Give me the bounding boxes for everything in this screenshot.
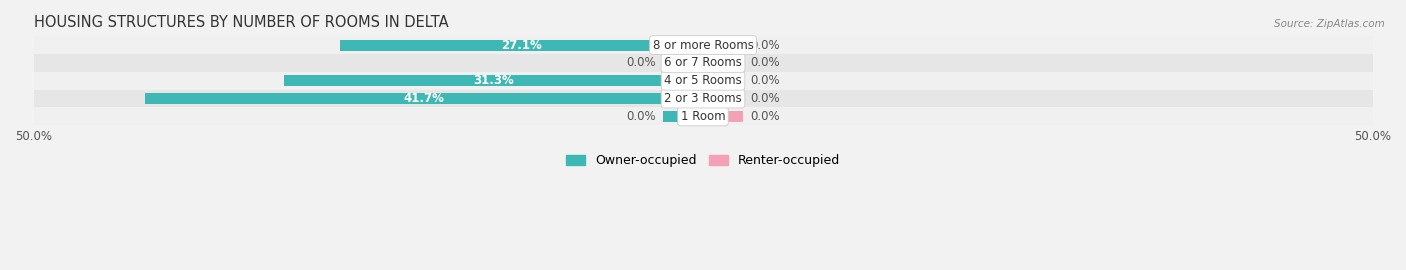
Text: 8 or more Rooms: 8 or more Rooms (652, 39, 754, 52)
Text: 0.0%: 0.0% (627, 56, 657, 69)
Text: 1 Room: 1 Room (681, 110, 725, 123)
Bar (703, 40, 744, 51)
Bar (284, 75, 703, 86)
Bar (34, 54, 1372, 72)
Text: 0.0%: 0.0% (749, 39, 779, 52)
Bar (703, 75, 744, 86)
Bar (662, 111, 703, 122)
Text: 31.3%: 31.3% (472, 74, 513, 87)
Text: 0.0%: 0.0% (749, 56, 779, 69)
Legend: Owner-occupied, Renter-occupied: Owner-occupied, Renter-occupied (567, 154, 839, 167)
Text: 41.7%: 41.7% (404, 92, 444, 105)
Text: 27.1%: 27.1% (501, 39, 541, 52)
Bar (703, 111, 744, 122)
Text: 0.0%: 0.0% (749, 74, 779, 87)
Bar (34, 107, 1372, 125)
Text: 0.0%: 0.0% (749, 110, 779, 123)
Text: HOUSING STRUCTURES BY NUMBER OF ROOMS IN DELTA: HOUSING STRUCTURES BY NUMBER OF ROOMS IN… (34, 15, 449, 30)
Text: Source: ZipAtlas.com: Source: ZipAtlas.com (1274, 19, 1385, 29)
Bar (340, 40, 703, 51)
Bar (662, 58, 703, 69)
Bar (34, 90, 1372, 107)
Bar (34, 36, 1372, 54)
Bar (703, 58, 744, 69)
Text: 4 or 5 Rooms: 4 or 5 Rooms (664, 74, 742, 87)
Text: 2 or 3 Rooms: 2 or 3 Rooms (664, 92, 742, 105)
Text: 0.0%: 0.0% (627, 110, 657, 123)
Bar (34, 72, 1372, 90)
Bar (703, 93, 744, 104)
Text: 6 or 7 Rooms: 6 or 7 Rooms (664, 56, 742, 69)
Bar (145, 93, 703, 104)
Text: 0.0%: 0.0% (749, 92, 779, 105)
